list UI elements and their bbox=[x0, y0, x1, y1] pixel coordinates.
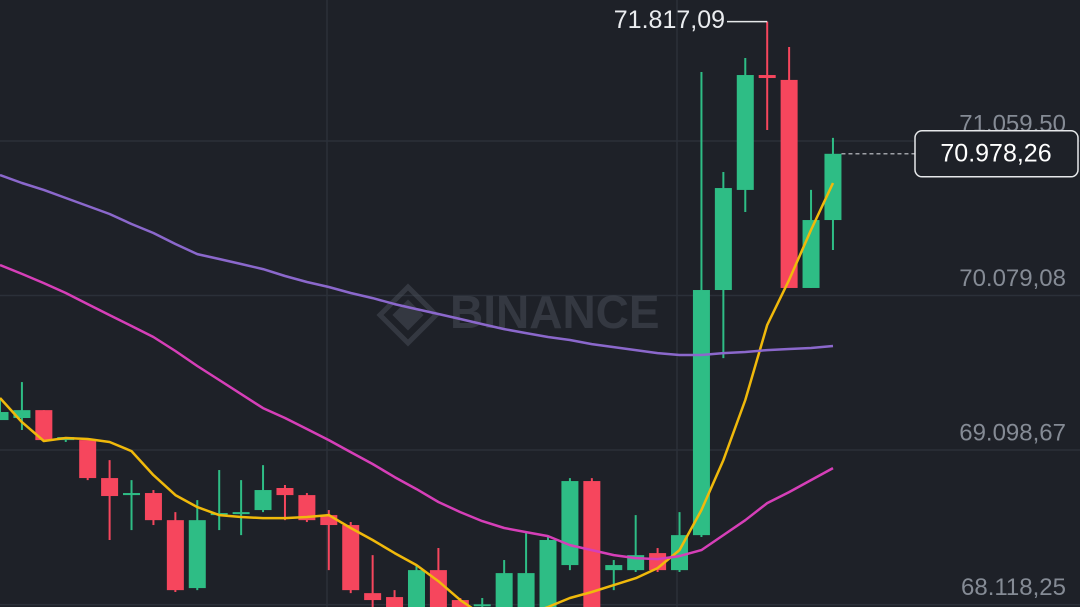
candle-body bbox=[0, 412, 9, 421]
candle-body bbox=[692, 290, 710, 536]
candle-body bbox=[298, 495, 316, 521]
candle-body bbox=[320, 515, 338, 526]
candle-body bbox=[407, 570, 425, 607]
candle-body bbox=[495, 573, 513, 607]
candle-body bbox=[144, 493, 162, 521]
candle-body bbox=[736, 75, 754, 190]
candle-body bbox=[824, 153, 842, 221]
candle-body bbox=[583, 481, 601, 607]
candle-body bbox=[605, 565, 623, 571]
candle-body bbox=[364, 593, 382, 601]
candle-body bbox=[386, 597, 404, 607]
y-tick-label: 68.118,25 bbox=[961, 574, 1066, 601]
candle-body bbox=[166, 520, 184, 591]
candle-body bbox=[101, 478, 119, 497]
watermark-text: BINANCE bbox=[450, 286, 660, 338]
y-tick-label: 69.098,67 bbox=[959, 419, 1066, 446]
plot bbox=[0, 21, 842, 607]
price-box bbox=[914, 130, 1079, 178]
candle-body bbox=[13, 410, 31, 419]
ma-line bbox=[0, 173, 834, 357]
candle-body bbox=[539, 540, 557, 607]
candle-body bbox=[451, 600, 469, 607]
ma-line bbox=[0, 263, 834, 561]
candle-body bbox=[342, 525, 360, 591]
candle-body bbox=[473, 604, 491, 607]
candle-body bbox=[35, 410, 53, 441]
price-label: 70.978,26 bbox=[940, 139, 1051, 167]
candle-body bbox=[79, 440, 97, 479]
candle-body bbox=[714, 188, 732, 291]
candle-body bbox=[561, 481, 579, 566]
candle-body bbox=[232, 512, 250, 515]
candle-body bbox=[254, 490, 272, 511]
candle-body bbox=[517, 573, 535, 607]
candle-body bbox=[780, 79, 798, 288]
watermark-logo bbox=[376, 283, 440, 347]
y-tick-label: 70.079,08 bbox=[959, 265, 1066, 292]
candle-body bbox=[188, 520, 206, 589]
candle-body bbox=[123, 493, 141, 496]
high-label: 71.817,09 bbox=[614, 6, 725, 34]
ma-line bbox=[0, 182, 835, 607]
watermark: BINANCE bbox=[376, 283, 660, 347]
candle-body bbox=[758, 75, 776, 79]
candle-body bbox=[276, 487, 294, 496]
